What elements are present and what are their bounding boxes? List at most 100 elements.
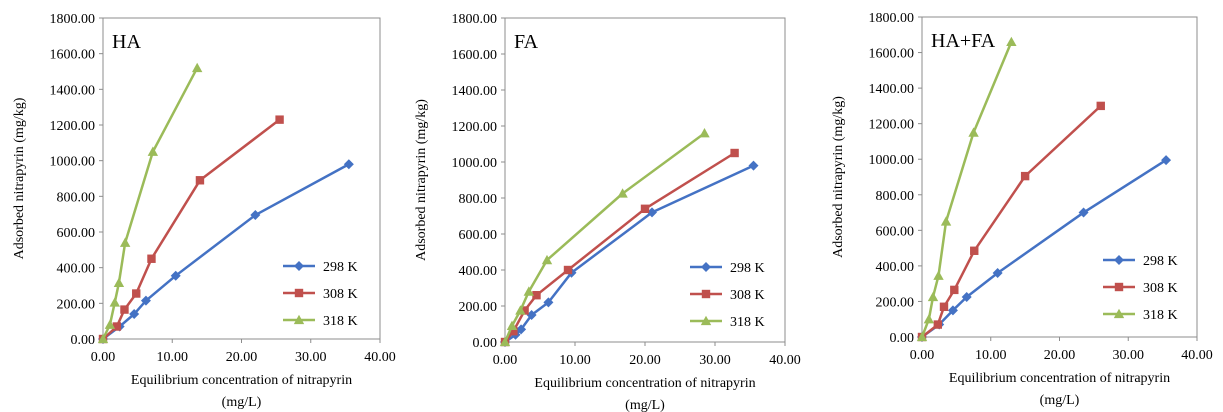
data-point bbox=[520, 306, 529, 315]
y-tick-label: 0.00 bbox=[473, 336, 498, 351]
legend-label: 298 K bbox=[1143, 254, 1178, 269]
data-point bbox=[933, 320, 943, 329]
data-point bbox=[940, 216, 952, 226]
y-tick-label: 1600.00 bbox=[869, 47, 915, 62]
data-point bbox=[916, 331, 928, 342]
y-tick-label: 1400.00 bbox=[50, 83, 96, 98]
x-tick-label: 40.00 bbox=[1181, 348, 1213, 363]
legend-marker bbox=[700, 315, 712, 326]
data-point bbox=[132, 289, 141, 298]
x-axis-label-unit: (mg/L) bbox=[625, 398, 665, 412]
data-point bbox=[97, 333, 109, 344]
data-point bbox=[140, 295, 151, 306]
x-axis-label: Equilibrium concentration of nitrapyrin bbox=[949, 371, 1170, 386]
y-tick-label: 200.00 bbox=[876, 295, 915, 310]
y-tick-label: 1400.00 bbox=[452, 84, 498, 99]
data-point bbox=[499, 336, 511, 347]
y-tick-label: 800.00 bbox=[57, 190, 96, 205]
y-tick-label: 1600.00 bbox=[452, 48, 498, 63]
data-point bbox=[1096, 101, 1105, 111]
legend-marker bbox=[1114, 255, 1124, 265]
legend-label: 298 K bbox=[323, 260, 358, 275]
legend-marker bbox=[1113, 308, 1125, 319]
y-tick-label: 1000.00 bbox=[869, 153, 915, 168]
data-point bbox=[170, 270, 181, 281]
data-point bbox=[640, 204, 650, 213]
series-line-318-K bbox=[503, 132, 706, 343]
legend-label: 308 K bbox=[323, 287, 358, 302]
data-point bbox=[730, 148, 739, 158]
chart-title: FA bbox=[514, 31, 539, 53]
legend-label: 308 K bbox=[1143, 281, 1178, 296]
data-point bbox=[970, 246, 979, 255]
legend-marker bbox=[701, 262, 711, 272]
y-tick-label: 400.00 bbox=[459, 264, 498, 279]
data-point bbox=[120, 305, 129, 314]
data-point bbox=[526, 310, 537, 320]
data-point bbox=[927, 291, 939, 302]
x-tick-label: 0.00 bbox=[91, 350, 116, 365]
x-tick-label: 30.00 bbox=[295, 350, 327, 365]
chart-title: HA bbox=[112, 31, 141, 53]
chart-panel-2: 0.00 200.00 400.00 600.00 800.00 1000.00 1200.… bbox=[831, 11, 1213, 408]
y-tick-label: 200.00 bbox=[459, 300, 498, 315]
x-tick-label: 10.00 bbox=[559, 353, 591, 368]
x-axis-label-unit: (mg/L) bbox=[1040, 393, 1080, 408]
x-axis-label-unit: (mg/L) bbox=[222, 395, 262, 410]
y-tick-label: 1200.00 bbox=[452, 120, 498, 135]
data-point bbox=[515, 305, 526, 315]
y-tick-label: 1400.00 bbox=[869, 82, 915, 97]
data-point bbox=[617, 188, 628, 198]
x-tick-label: 40.00 bbox=[364, 350, 396, 365]
data-point bbox=[699, 128, 710, 138]
legend-label: 318 K bbox=[323, 314, 358, 329]
x-axis-label: Equilibrium concentration of nitrapyrin bbox=[534, 376, 755, 391]
legend-label: 318 K bbox=[1143, 308, 1178, 323]
data-point bbox=[532, 291, 541, 300]
y-tick-label: 600.00 bbox=[876, 224, 915, 239]
data-point bbox=[1006, 36, 1017, 47]
x-tick-label: 0.00 bbox=[910, 348, 935, 363]
data-point bbox=[1078, 207, 1089, 218]
data-point bbox=[250, 210, 261, 221]
x-tick-label: 10.00 bbox=[157, 350, 189, 365]
data-point bbox=[195, 176, 205, 185]
y-tick-label: 1200.00 bbox=[50, 119, 96, 134]
legend-marker bbox=[701, 289, 711, 299]
data-point bbox=[516, 324, 527, 335]
data-point bbox=[343, 159, 354, 170]
data-point bbox=[147, 146, 159, 156]
y-tick-label: 200.00 bbox=[57, 297, 96, 312]
data-point bbox=[968, 127, 979, 137]
series-line-298-K bbox=[504, 164, 755, 344]
legend-label: 308 K bbox=[730, 288, 765, 303]
y-tick-label: 1000.00 bbox=[452, 156, 498, 171]
y-axis-label: Adsorbed nitrapyrin (mg/kg) bbox=[414, 99, 429, 261]
series-line-308-K bbox=[504, 151, 736, 343]
y-axis-label: Adsorbed nitrapyrin (mg/kg) bbox=[831, 96, 846, 258]
y-axis-label: Adsorbed nitrapyrin (mg/kg) bbox=[12, 97, 27, 259]
data-point bbox=[523, 286, 534, 296]
legend-label: 298 K bbox=[730, 261, 765, 276]
data-point bbox=[748, 160, 759, 171]
data-point bbox=[191, 62, 203, 73]
data-point bbox=[647, 207, 657, 218]
x-axis-label: Equilibrium concentration of nitrapyrin bbox=[131, 373, 352, 388]
data-point bbox=[939, 302, 949, 311]
legend-marker bbox=[294, 288, 304, 298]
data-point bbox=[119, 237, 131, 247]
data-point bbox=[104, 319, 116, 329]
data-point bbox=[992, 268, 1003, 278]
x-tick-label: 30.00 bbox=[1113, 348, 1145, 363]
legend-marker bbox=[1114, 282, 1124, 292]
y-tick-label: 1200.00 bbox=[869, 118, 915, 133]
chart-title: HA+FA bbox=[931, 30, 996, 52]
data-point bbox=[506, 320, 518, 330]
x-tick-label: 20.00 bbox=[1044, 348, 1076, 363]
data-point bbox=[1161, 155, 1172, 166]
data-point bbox=[109, 297, 120, 307]
chart-panel-1: 0.00 200.00 400.00 600.00 800.00 1000.00 1200.… bbox=[414, 12, 801, 412]
y-tick-label: 0.00 bbox=[890, 331, 915, 346]
legend-marker bbox=[293, 314, 305, 325]
